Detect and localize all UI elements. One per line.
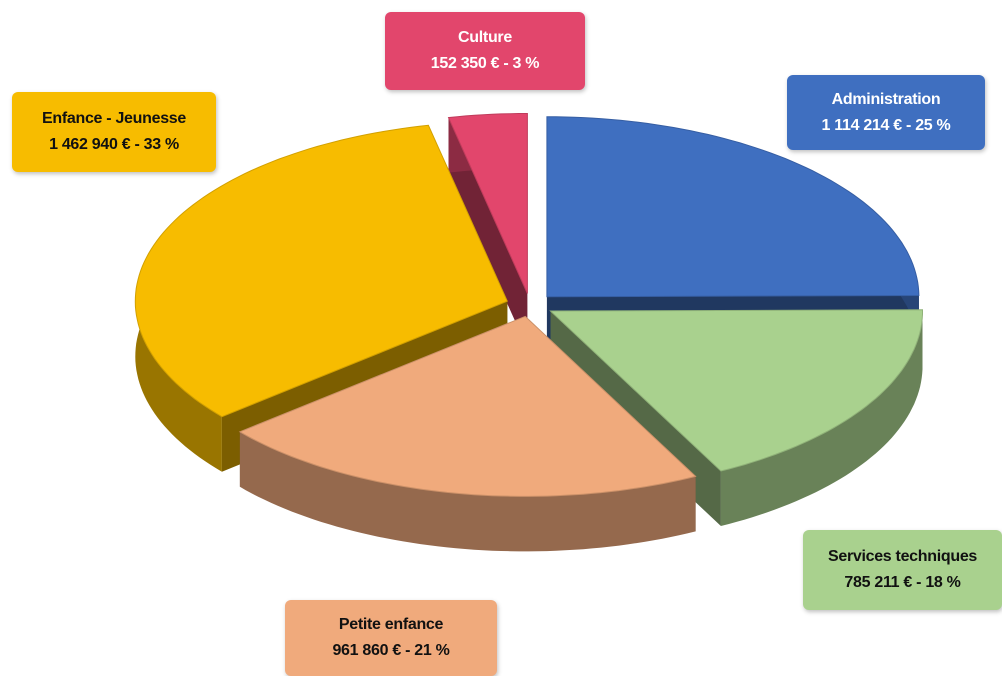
data-label: Petite enfance 961 860 € - 21 % xyxy=(285,600,497,676)
category-label: Services techniques xyxy=(827,548,978,565)
slice-wall xyxy=(448,117,528,349)
slice xyxy=(134,124,508,418)
value-label: 1 114 214 € - 25 % xyxy=(821,116,951,134)
category-label: Culture xyxy=(458,29,512,46)
slice xyxy=(238,315,697,497)
slice xyxy=(447,113,528,294)
value-label: 1 462 940 € - 33 % xyxy=(49,136,179,153)
category-label: Petite enfance xyxy=(338,616,444,633)
category-label: Administration xyxy=(831,90,941,108)
slice-side xyxy=(239,431,696,552)
slice-side xyxy=(720,309,923,526)
value-label: 785 211 € - 18 % xyxy=(844,574,961,591)
category-label: Enfance - Jeunesse xyxy=(42,110,186,127)
data-label: Culture 152 350 € - 3 % xyxy=(385,12,585,90)
slice xyxy=(549,309,923,472)
slice xyxy=(546,116,920,298)
data-label: Services techniques 785 211 € - 18 % xyxy=(803,530,1002,610)
value-label: 961 860 € - 21 % xyxy=(332,642,450,659)
data-label: Administration 1 114 214 € - 25 % xyxy=(787,75,985,150)
value-label: 152 350 € - 3 % xyxy=(430,55,540,72)
data-label: Enfance - Jeunesse 1 462 940 € - 33 % xyxy=(12,92,216,172)
